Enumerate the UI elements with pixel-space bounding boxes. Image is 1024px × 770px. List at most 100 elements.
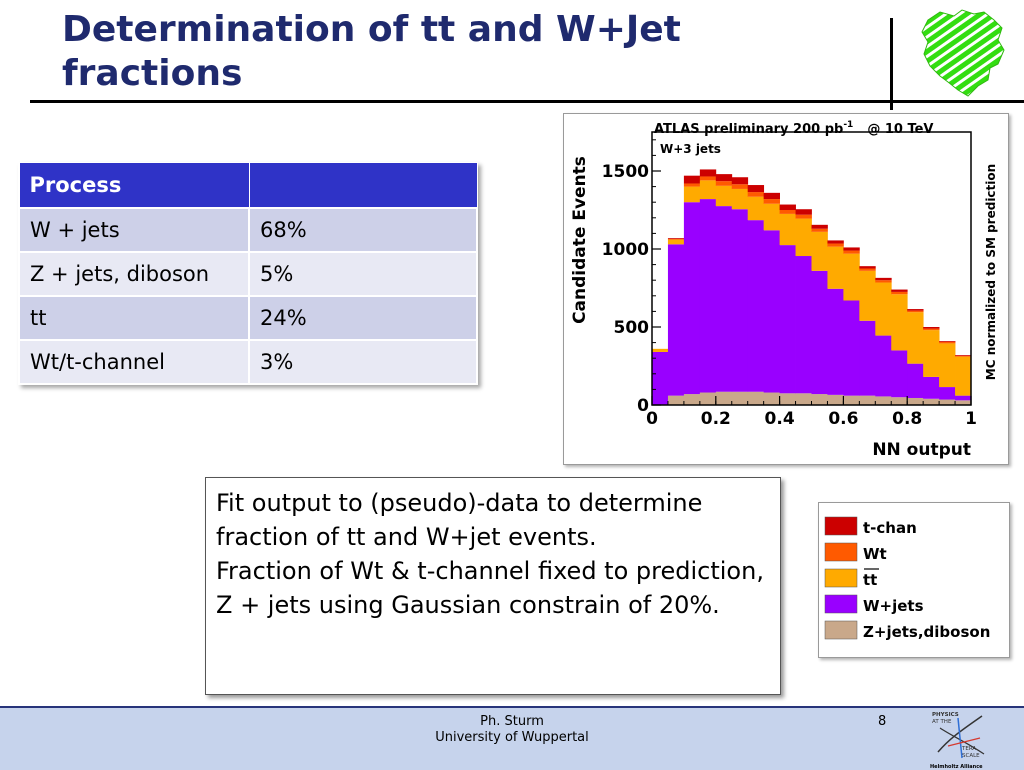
table-cell-fraction: 5% [248,251,478,297]
histogram-bar-t-chan [907,309,924,311]
logo-divider [890,18,893,110]
footer-author: Ph. Sturm [480,714,544,729]
histogram-bar-tt [683,186,701,203]
table-row: Wt/t-channel 3% [18,339,478,385]
histogram-bar-z-jets-diboson [667,395,685,405]
histogram-bar-w-jets [827,288,844,395]
histogram-bar-wt [939,341,956,344]
histogram-bar-z-jets-diboson [843,395,860,405]
x-tick-label: 0.8 [892,409,922,429]
y-tick-label: 1500 [602,162,649,182]
histogram-bar-tt [939,343,956,388]
histogram-bar-z-jets-diboson [683,394,701,405]
badge-text: AT THE [932,719,952,725]
badge-text: PHYSICS [932,712,959,718]
slide-footer: Ph. Sturm University of Wuppertal 8 PHYS… [0,706,1024,770]
histogram-bar-wt [795,214,812,219]
histogram-bar-t-chan [747,185,765,193]
histogram-bar-z-jets-diboson [699,392,717,405]
histogram-bar-wt [715,181,733,186]
footer-author-block: Ph. Sturm University of Wuppertal [0,714,1024,746]
badge-text: TERA [961,746,976,752]
legend-swatch [824,516,858,536]
table-cell-fraction: 68% [248,207,478,253]
legend-label: Wt [863,545,887,563]
badge-text: SCALE [962,753,980,759]
chart-header: ATLAS preliminary 200 pb-1 @ 10 TeV [654,120,933,137]
histogram-bar-t-chan [955,355,972,356]
histogram-bar-tt [763,203,780,231]
table-cell-process: W + jets [18,207,250,253]
histogram-bar-w-jets [731,209,749,392]
histogram-bar-tt [875,282,892,336]
histogram-bar-w-jets [683,202,701,395]
histogram-bar-z-jets-diboson [907,397,924,405]
histogram-bar-t-chan [891,289,908,292]
histogram-bar-z-jets-diboson [795,393,812,405]
histogram-bar-z-jets-diboson [715,391,733,405]
page-number: 8 [878,714,887,729]
histogram-bar-wt [843,250,860,254]
table-cell-fraction: 24% [248,295,478,341]
terascale-badge: PHYSICS AT THE TERA SCALE Helmholtz Alli… [930,712,985,770]
histogram-bar-tt [811,231,828,271]
histogram-bar-tt [859,270,876,321]
histogram-bar-wt [955,355,972,357]
histogram-bar-w-jets [747,220,765,392]
legend-label: tt [863,571,877,589]
histogram-bar-t-chan [763,192,780,200]
histogram-bar-w-jets [955,395,972,401]
histogram-bar-w-jets [795,256,812,394]
histogram-bar-wt [747,192,765,197]
chart-header-exponent: -1 [843,120,853,130]
badge-text: Helmholtz Alliance [930,764,983,770]
histogram-bar-tt [827,246,844,289]
histogram-bar-wt [875,280,892,283]
histogram-bar-z-jets-diboson [859,395,876,405]
y-axis-label: Candidate Events [570,156,590,324]
chart-legend: t-chan Wt tt W+jets Z+jets,diboson [818,502,1010,658]
x-tick-label: 0.2 [701,409,731,429]
table-header-fraction [248,162,478,209]
histogram-bar-z-jets-diboson [875,396,892,405]
histogram-bar-w-jets [875,335,892,397]
histogram-bar-z-jets-diboson [731,391,749,405]
page-title: Determination of tt and W+Jet fractions [62,9,681,94]
histogram-bar-wt [683,183,701,187]
histogram-bar-w-jets [811,270,828,395]
histogram-bar-tt [652,348,669,352]
histogram-bar-t-chan [779,204,796,210]
x-tick-label: 0 [646,409,658,429]
legend-swatch [824,594,858,614]
histogram-bar-t-chan [843,247,860,251]
chart-header-energy: @ 10 TeV [867,122,933,137]
histogram-bar-tt [779,213,796,246]
histogram-bar-z-jets-diboson [747,391,765,405]
right-axis-label: MC normalized to SM prediction [984,164,998,380]
histogram-bar-z-jets-diboson [827,394,844,405]
table-cell-process: tt [18,295,250,341]
histogram-bar-z-jets-diboson [939,399,956,405]
histogram-bar-t-chan [795,209,812,215]
footer-affiliation: University of Wuppertal [435,730,589,745]
histogram-bar-tt [747,196,765,221]
process-fraction-table: Process W + jets 68% Z + jets, diboson 5… [18,162,478,385]
histogram-bar-t-chan [827,240,844,244]
histogram-bar-wt [859,268,876,271]
histogram-bar-tt [731,188,749,210]
legend-label: t-chan [863,519,917,537]
textbox-line: Fraction of Wt & t-channel fixed to pred… [216,557,764,619]
histogram-bar-wt [891,291,908,295]
histogram-bar-w-jets [779,245,796,394]
histogram-bar-z-jets-diboson [923,398,940,405]
y-tick-label: 0 [637,396,649,416]
histogram-bar-t-chan [811,224,828,229]
x-tick-label: 0.6 [828,409,858,429]
histogram-bar-z-jets-diboson [779,393,796,405]
histogram-bar-tt [843,253,860,301]
histogram-bar-wt [763,199,780,204]
table-header-row: Process [18,162,478,209]
histogram-bar-wt [699,176,717,181]
legend-swatch [824,568,858,588]
